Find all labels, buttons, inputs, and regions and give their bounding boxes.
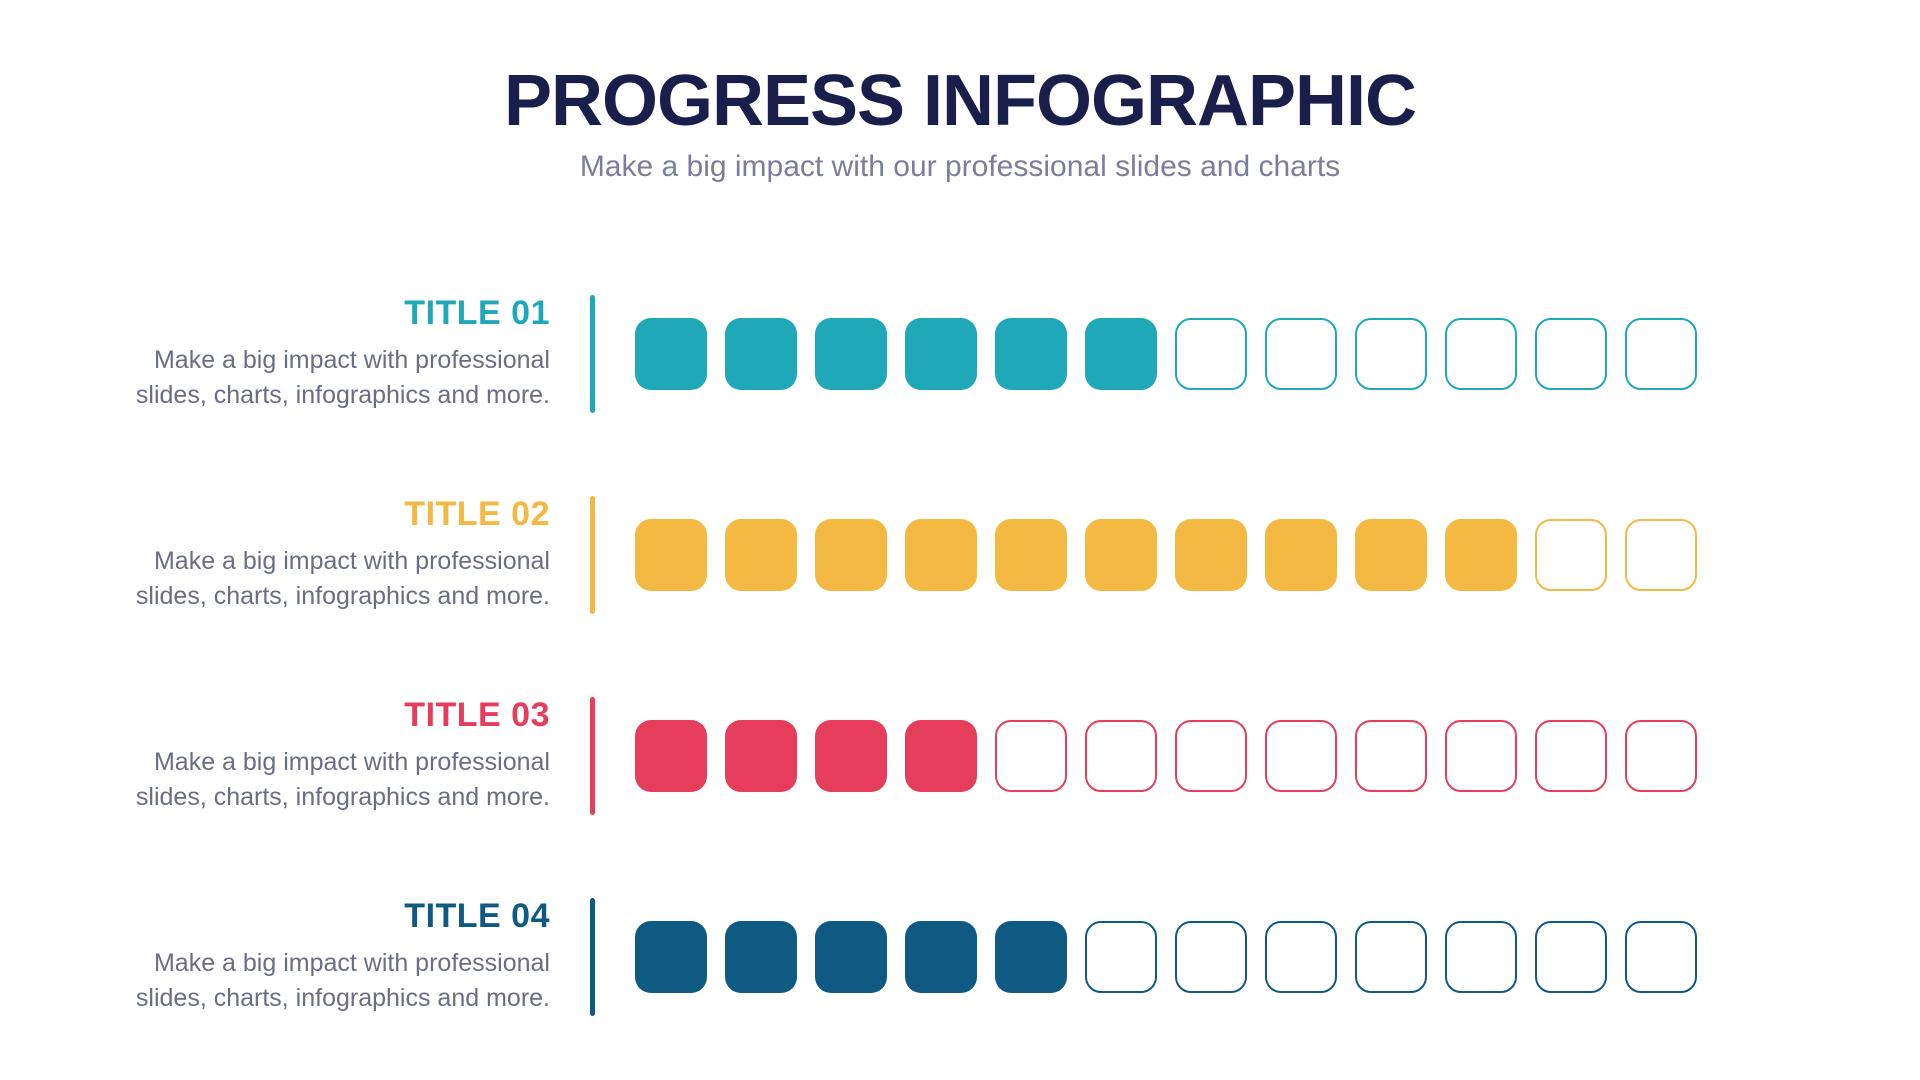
progress-row-3: TITLE 03 Make a big impact with professio… bbox=[100, 696, 1820, 815]
progress-squares bbox=[635, 318, 1697, 390]
row-text-block: TITLE 02 Make a big impact with professio… bbox=[100, 495, 550, 614]
progress-square bbox=[1265, 921, 1337, 993]
progress-square bbox=[995, 921, 1067, 993]
row-divider bbox=[590, 697, 595, 815]
progress-square bbox=[635, 519, 707, 591]
progress-squares bbox=[635, 720, 1697, 792]
progress-square bbox=[1625, 720, 1697, 792]
progress-square bbox=[1625, 921, 1697, 993]
progress-square bbox=[1535, 519, 1607, 591]
row-divider bbox=[590, 295, 595, 413]
row-description: Make a big impact with professional slid… bbox=[100, 343, 550, 413]
progress-square bbox=[905, 519, 977, 591]
progress-square bbox=[905, 720, 977, 792]
row-description: Make a big impact with professional slid… bbox=[100, 544, 550, 614]
progress-square bbox=[995, 318, 1067, 390]
progress-square bbox=[725, 519, 797, 591]
progress-square bbox=[1445, 318, 1517, 390]
row-description: Make a big impact with professional slid… bbox=[100, 745, 550, 815]
subtitle: Make a big impact with our professional … bbox=[100, 150, 1820, 184]
progress-row-2: TITLE 02 Make a big impact with professio… bbox=[100, 495, 1820, 614]
progress-square bbox=[1355, 318, 1427, 390]
progress-square bbox=[815, 921, 887, 993]
progress-square bbox=[1355, 519, 1427, 591]
progress-square bbox=[815, 318, 887, 390]
progress-square bbox=[1085, 519, 1157, 591]
row-text-block: TITLE 01 Make a big impact with professio… bbox=[100, 294, 550, 413]
progress-square bbox=[1085, 921, 1157, 993]
progress-square bbox=[1175, 921, 1247, 993]
progress-square bbox=[725, 720, 797, 792]
progress-square bbox=[1625, 318, 1697, 390]
progress-square bbox=[1085, 720, 1157, 792]
progress-square bbox=[1445, 519, 1517, 591]
infographic-container: PROGRESS INFOGRAPHIC Make a big impact w… bbox=[0, 0, 1920, 1080]
progress-square bbox=[1175, 519, 1247, 591]
progress-row-1: TITLE 01 Make a big impact with professio… bbox=[100, 294, 1820, 413]
row-title: TITLE 03 bbox=[100, 696, 550, 735]
progress-square bbox=[905, 318, 977, 390]
progress-square bbox=[635, 720, 707, 792]
progress-square bbox=[995, 519, 1067, 591]
progress-square bbox=[1355, 921, 1427, 993]
row-title: TITLE 02 bbox=[100, 495, 550, 534]
progress-squares bbox=[635, 921, 1697, 993]
progress-square bbox=[1625, 519, 1697, 591]
progress-square bbox=[725, 318, 797, 390]
progress-square bbox=[1445, 720, 1517, 792]
progress-square bbox=[1265, 519, 1337, 591]
progress-square bbox=[1355, 720, 1427, 792]
progress-square bbox=[1175, 720, 1247, 792]
progress-square bbox=[1535, 720, 1607, 792]
row-text-block: TITLE 04 Make a big impact with professio… bbox=[100, 897, 550, 1016]
row-divider bbox=[590, 496, 595, 614]
progress-square bbox=[815, 720, 887, 792]
row-divider bbox=[590, 898, 595, 1016]
progress-square bbox=[1445, 921, 1517, 993]
row-text-block: TITLE 03 Make a big impact with professio… bbox=[100, 696, 550, 815]
row-description: Make a big impact with professional slid… bbox=[100, 946, 550, 1016]
progress-square bbox=[725, 921, 797, 993]
progress-square bbox=[995, 720, 1067, 792]
progress-square bbox=[1175, 318, 1247, 390]
progress-square bbox=[1265, 318, 1337, 390]
progress-rows: TITLE 01 Make a big impact with professio… bbox=[100, 294, 1820, 1016]
row-title: TITLE 01 bbox=[100, 294, 550, 333]
progress-square bbox=[815, 519, 887, 591]
row-title: TITLE 04 bbox=[100, 897, 550, 936]
header: PROGRESS INFOGRAPHIC Make a big impact w… bbox=[100, 60, 1820, 184]
progress-square bbox=[905, 921, 977, 993]
progress-square bbox=[635, 921, 707, 993]
progress-row-4: TITLE 04 Make a big impact with professio… bbox=[100, 897, 1820, 1016]
progress-square bbox=[1085, 318, 1157, 390]
progress-square bbox=[1535, 318, 1607, 390]
main-title: PROGRESS INFOGRAPHIC bbox=[100, 60, 1820, 142]
progress-square bbox=[1535, 921, 1607, 993]
progress-square bbox=[1265, 720, 1337, 792]
progress-squares bbox=[635, 519, 1697, 591]
progress-square bbox=[635, 318, 707, 390]
